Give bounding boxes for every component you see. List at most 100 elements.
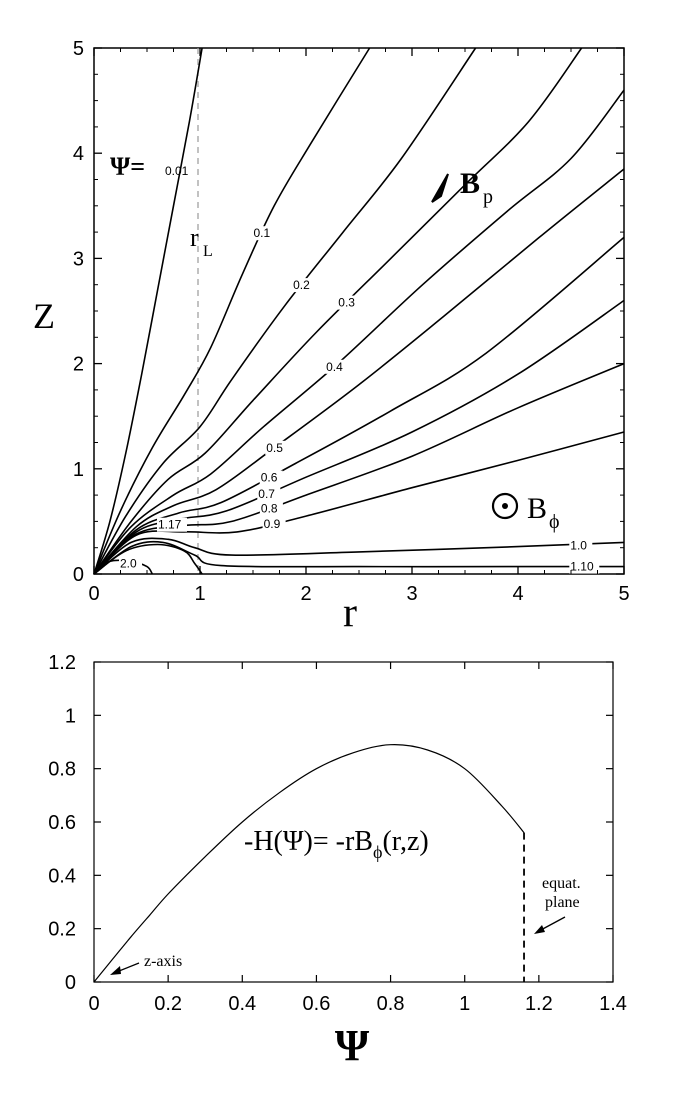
field-line-0.6 <box>93 236 625 575</box>
contour-label-bg <box>262 517 286 531</box>
bphi-label-base: B <box>527 492 547 525</box>
x-tick-label: 0.8 <box>377 993 405 1015</box>
contour-label-0.9: 0.9 <box>264 517 281 531</box>
bottom-x-axis-label: Ψ <box>335 1021 370 1070</box>
y-tick-label: 0 <box>65 972 76 994</box>
x-tick-label: 1.2 <box>525 993 553 1015</box>
equat-label: equat. <box>542 875 581 892</box>
contour-label-0.01: 0.01 <box>165 164 189 178</box>
bottom-y-ticks: 0 0.2 0.4 0.6 0.8 1 1.2 <box>48 652 613 994</box>
contour-label-bg <box>325 359 349 374</box>
top-x-ticks: 0 1 2 3 4 5 <box>88 48 630 605</box>
field-line-0.8 <box>93 362 625 575</box>
y-tick-label: 0 <box>73 564 84 586</box>
contour-label-bg <box>259 470 283 485</box>
x-tick-label: 0.2 <box>154 993 182 1015</box>
contour-label-0.1: 0.1 <box>254 226 271 240</box>
field-lines <box>93 47 625 575</box>
field-line-0.1 <box>93 47 371 575</box>
rl-label-subscript: L <box>203 243 213 260</box>
contour-label-bg <box>157 517 187 532</box>
contour-label-0.3: 0.3 <box>338 296 355 310</box>
contour-label-bg <box>337 295 361 310</box>
equation-tail: (r,z) <box>382 826 428 857</box>
x-tick-label: 5 <box>618 583 629 605</box>
bp-annotation: B p <box>431 167 493 208</box>
y-tick-label: 4 <box>73 143 84 165</box>
bp-label-subscript: p <box>483 186 493 208</box>
contour-label-bg <box>257 487 281 501</box>
y-tick-label: 5 <box>73 38 84 60</box>
field-line-1.17 <box>93 543 203 575</box>
z-axis-label: z-axis <box>144 953 182 970</box>
bottom-panel: 0 0.2 0.4 0.6 0.8 1 1.2 1.4 0 0.2 0.4 0.6 0.8 1 1.2 Ψ… <box>48 652 627 1070</box>
x-tick-label: 4 <box>512 583 523 605</box>
psi-label: Ψ= <box>110 152 145 181</box>
field-line-0.01 <box>93 47 203 575</box>
x-tick-label: 0.6 <box>303 993 331 1015</box>
z-axis-annotation: z-axis <box>110 953 182 975</box>
top-y-ticks: 0 1 2 3 4 5 <box>73 38 624 586</box>
y-tick-label: 0.8 <box>48 759 76 781</box>
field-line-0.5 <box>93 168 625 575</box>
contour-label-bg <box>569 538 593 553</box>
field-line-0.2 <box>93 47 477 575</box>
contour-label-bg <box>119 556 142 571</box>
y-tick-label: 2 <box>73 354 84 376</box>
plane-label: plane <box>545 894 580 911</box>
x-tick-label: 0 <box>88 583 99 605</box>
h-psi-curve <box>93 744 525 983</box>
contour-label-1.10: 1.10 <box>570 560 594 574</box>
y-tick-label: 0.4 <box>48 865 76 887</box>
bottom-x-ticks: 0 0.2 0.4 0.6 0.8 1 1.2 1.4 <box>88 662 627 1015</box>
x-tick-label: 3 <box>406 583 417 605</box>
y-tick-label: 0.2 <box>48 919 76 941</box>
equation-main: -H(Ψ)= -rB <box>244 826 373 857</box>
top-panel: 0.01 0.1 0.2 0.3 0.4 0.5 0.6 0.70.8 0.9 1.0 1.10 1.… <box>33 38 630 636</box>
contour-label-bg <box>292 278 316 293</box>
x-tick-label: 1 <box>459 993 470 1015</box>
out-of-page-dot-icon <box>502 503 508 509</box>
contour-label-1.0: 1.0 <box>570 539 587 553</box>
y-tick-label: 1 <box>73 459 84 481</box>
field-line-0.3 <box>93 47 583 575</box>
h-psi-curves <box>93 744 525 983</box>
bphi-annotation: B ϕ <box>491 492 560 533</box>
bp-label-base: B <box>460 167 480 200</box>
y-tick-label: 3 <box>73 248 84 270</box>
bp-arrow-icon <box>431 173 449 203</box>
equat-plane-annotation: equat. plane <box>534 875 581 934</box>
y-tick-label: 1 <box>65 705 76 727</box>
contour-label-bg <box>252 226 276 241</box>
x-tick-label: 0 <box>88 993 99 1015</box>
field-line-0.7 <box>93 299 625 575</box>
contour-label-bg <box>265 440 289 455</box>
contour-label-0.4: 0.4 <box>326 360 343 374</box>
x-tick-label: 2 <box>300 583 311 605</box>
x-tick-label: 0.4 <box>228 993 256 1015</box>
light-cylinder-label: r L <box>190 223 213 260</box>
out-of-page-icon <box>491 492 519 520</box>
contour-label-0.2: 0.2 <box>293 278 310 292</box>
y-tick-label: 0.6 <box>48 812 76 834</box>
z-axis-arrowhead-icon <box>110 966 121 975</box>
contour-label-bg <box>259 501 283 516</box>
contour-label-1.17: 1.17 <box>158 518 182 532</box>
contour-label-2.0: 2.0 <box>120 557 137 571</box>
contour-labels: 0.01 0.1 0.2 0.3 0.4 0.5 0.6 0.70.8 0.9 1.0 1.10 1.… <box>119 164 600 574</box>
contour-label-0.5: 0.5 <box>266 441 283 455</box>
field-line-1.0 <box>93 537 625 575</box>
contour-label-0.7: 0.7 <box>258 487 275 501</box>
top-x-axis-label: r <box>343 590 357 636</box>
x-tick-label: 1.4 <box>599 993 627 1015</box>
contour-label-0.8: 0.8 <box>261 501 278 515</box>
equat-arrowhead-icon <box>534 925 545 934</box>
bphi-label-subscript: ϕ <box>549 511 560 533</box>
contour-label-0.6: 0.6 <box>261 471 278 485</box>
top-y-axis-label: Z <box>33 296 55 336</box>
contour-label-bg <box>569 559 600 574</box>
x-tick-label: 1 <box>194 583 205 605</box>
y-tick-label: 1.2 <box>48 652 76 674</box>
equation-subscript: ϕ <box>373 842 382 862</box>
